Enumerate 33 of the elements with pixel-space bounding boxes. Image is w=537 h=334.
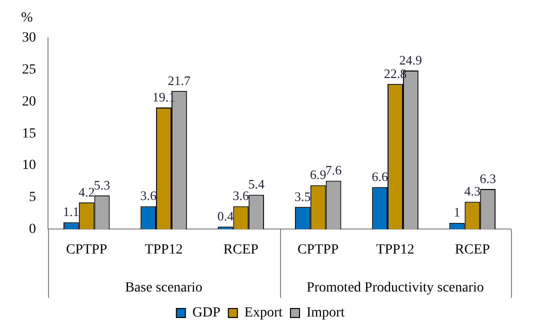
data-label: 4.3 <box>464 184 481 199</box>
x-tick-label: TPP12 <box>376 242 414 258</box>
data-label: 6.9 <box>310 167 326 182</box>
y-tick-label: 15 <box>22 126 36 142</box>
data-label: 5.4 <box>248 176 265 192</box>
data-label: 21.7 <box>168 72 192 88</box>
text: Base scenario <box>125 280 202 296</box>
text: Promoted Productivity scenario <box>306 280 484 296</box>
data-label: 5.3 <box>94 177 110 192</box>
data-label: 1.1 <box>63 204 80 220</box>
y-tick-label: 10 <box>22 158 36 174</box>
y-tick-label: 20 <box>22 94 36 110</box>
data-label: 1 <box>454 204 460 220</box>
data-label: 6.3 <box>480 170 496 186</box>
y-tick-label: 25 <box>22 62 36 78</box>
legend-label: Import <box>306 306 345 321</box>
x-tick-label: RCEP <box>454 242 490 258</box>
data-label: 3.5 <box>294 188 311 204</box>
data-label: 3.6 <box>232 188 250 204</box>
legend-label: Export <box>244 306 283 321</box>
y-tick-label: 5 <box>29 190 36 206</box>
data-label: 4.2 <box>78 184 95 200</box>
y-axis-title: % <box>21 10 34 26</box>
y-tick-label: 30 <box>22 30 36 46</box>
legend-label: GDP <box>192 306 221 321</box>
x-tick-label: CPTPP <box>66 242 108 258</box>
x-tick-label: RCEP <box>223 242 259 258</box>
data-label: 0.4 <box>217 208 234 224</box>
x-tick-label: TPP12 <box>144 242 183 258</box>
y-tick-label: 0 <box>29 222 36 237</box>
data-label: 7.6 <box>325 162 342 178</box>
data-label: 24.9 <box>399 52 422 68</box>
x-tick-label: CPTPP <box>297 242 339 258</box>
